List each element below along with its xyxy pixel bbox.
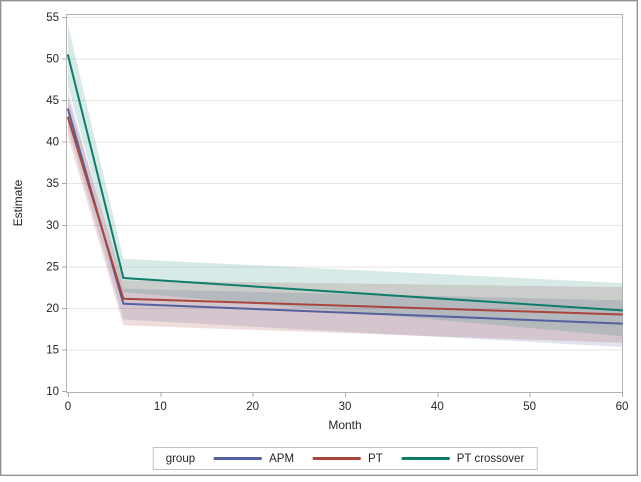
x-axis-title: Month (328, 418, 362, 432)
y-tick-label: 55 (46, 12, 59, 24)
y-tick-label: 10 (46, 386, 59, 398)
y-tick-label: 45 (46, 95, 59, 107)
y-tick-label: 50 (46, 54, 59, 66)
confidence-band-2 (68, 25, 622, 337)
line-swatch-pt-crossover-icon (401, 457, 450, 460)
series-line-0 (67, 108, 623, 325)
legend-label-pt-crossover: PT crossover (456, 452, 525, 465)
line-swatch-pt-icon (313, 457, 362, 460)
plot-wall (66, 14, 623, 393)
legend-item-pt: PT (313, 453, 383, 465)
x-tick-label: 40 (431, 401, 444, 413)
x-tick-label: 20 (246, 401, 259, 413)
confidence-band-1 (68, 98, 622, 343)
y-tick-label: 25 (46, 261, 59, 273)
legend-label-pt: PT (368, 452, 383, 465)
y-tick-label: 30 (46, 220, 59, 232)
legend-label-apm: APM (269, 452, 295, 465)
x-tick-label: 50 (523, 401, 536, 413)
legend-item-apm: APM (214, 453, 294, 465)
y-axis-title: Estimate (11, 179, 25, 227)
legend-title: group (165, 452, 196, 465)
series-line-1 (67, 116, 623, 316)
x-tick-label: 30 (339, 401, 352, 413)
series-line-2 (67, 54, 623, 312)
y-tick-label: 40 (46, 137, 59, 149)
x-tick-label: 60 (616, 401, 629, 413)
y-tick-label: 15 (46, 344, 59, 356)
legend-item-pt-crossover: PT crossover (401, 452, 525, 465)
x-tick-label: 0 (65, 401, 71, 413)
y-tick-label: 35 (46, 178, 59, 190)
line-swatch-apm-icon (214, 457, 263, 460)
y-tick-label: 20 (46, 303, 59, 315)
legend: group APM PT PT crossover (152, 447, 538, 470)
x-tick-label: 10 (154, 401, 167, 413)
